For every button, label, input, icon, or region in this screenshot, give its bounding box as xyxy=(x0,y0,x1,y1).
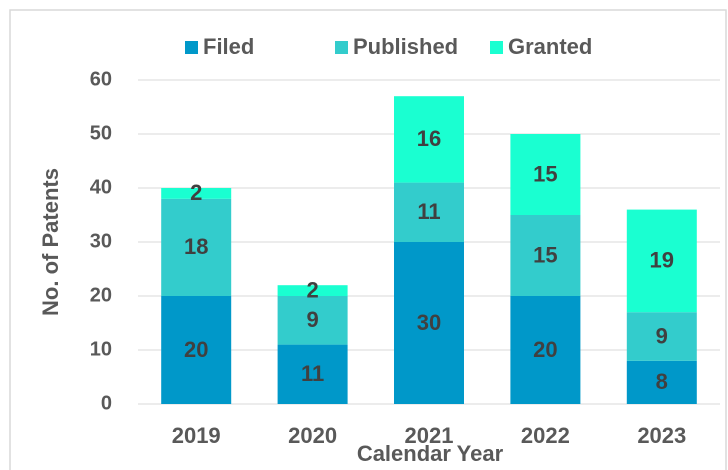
data-label: 2 xyxy=(306,277,318,302)
legend-label: Published xyxy=(353,34,458,59)
data-label: 11 xyxy=(417,199,440,224)
x-tick-label: 2020 xyxy=(288,423,337,448)
legend-swatch xyxy=(335,41,348,54)
bar-segment xyxy=(277,285,348,296)
data-label: 15 xyxy=(533,242,557,267)
y-tick-label: 10 xyxy=(90,338,112,360)
x-tick-label: 2022 xyxy=(521,423,570,448)
data-label: 9 xyxy=(306,307,318,332)
data-label: 20 xyxy=(533,337,557,362)
chart-frame xyxy=(9,9,727,470)
legend-swatch xyxy=(185,41,198,54)
bar-segment xyxy=(277,344,348,404)
bar-segment xyxy=(626,312,697,361)
y-tick-label: 20 xyxy=(90,284,112,306)
legend-swatch xyxy=(490,41,503,54)
y-axis-title: No. of Patents xyxy=(38,168,63,316)
bar-segment xyxy=(161,296,232,404)
bar-segment xyxy=(510,134,581,215)
y-tick-label: 0 xyxy=(101,392,112,414)
bar-segment xyxy=(277,296,348,345)
bar-segment xyxy=(161,188,232,199)
x-axis-title: Calendar Year xyxy=(357,441,504,466)
bar-segment xyxy=(626,209,697,313)
data-label: 9 xyxy=(656,323,668,348)
data-label: 30 xyxy=(417,310,441,335)
bar-segment xyxy=(510,215,581,296)
y-tick-label: 60 xyxy=(90,68,112,90)
x-tick-label: 2023 xyxy=(637,423,686,448)
data-label: 18 xyxy=(184,234,208,259)
y-tick-label: 50 xyxy=(90,122,112,144)
bar-segment xyxy=(161,198,232,296)
bar-segment xyxy=(510,296,581,404)
bar-segment xyxy=(394,182,464,242)
bar-segment xyxy=(394,242,464,404)
data-label: 8 xyxy=(656,369,668,394)
y-tick-label: 30 xyxy=(90,230,112,252)
data-label: 16 xyxy=(417,126,441,151)
y-tick-label: 40 xyxy=(90,176,112,198)
x-tick-label: 2021 xyxy=(405,423,454,448)
data-label: 15 xyxy=(533,161,557,186)
data-label: 20 xyxy=(184,337,208,362)
legend-label: Granted xyxy=(508,34,592,59)
legend-label: Filed xyxy=(203,34,254,59)
data-label: 11 xyxy=(301,361,324,386)
data-label: 19 xyxy=(650,248,674,273)
data-label: 2 xyxy=(190,180,202,205)
x-tick-label: 2019 xyxy=(172,423,221,448)
bar-segment xyxy=(626,360,697,404)
bar-segment xyxy=(394,96,464,183)
